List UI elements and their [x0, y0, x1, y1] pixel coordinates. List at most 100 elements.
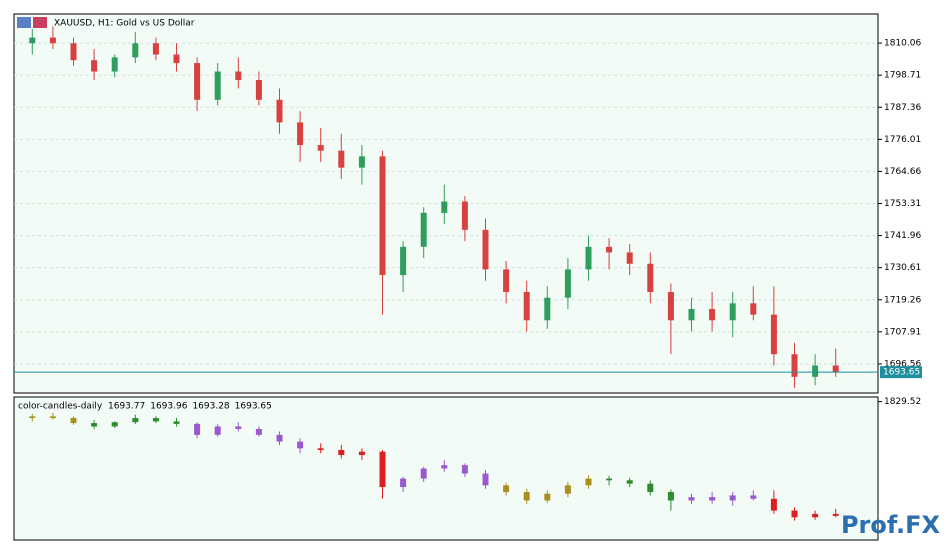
- y-tick-label: 1798.71: [884, 71, 921, 81]
- candle-body: [688, 497, 695, 501]
- candle-body: [791, 510, 798, 518]
- candle-body: [770, 498, 777, 511]
- candle-body: [297, 122, 304, 146]
- candle-body: [317, 145, 324, 151]
- candle-body: [235, 71, 242, 81]
- candle-body: [111, 57, 118, 72]
- candle-body: [49, 37, 56, 44]
- candle-body: [832, 513, 839, 516]
- candle-body: [132, 43, 139, 58]
- candle-body: [214, 71, 221, 100]
- candle-body: [420, 212, 427, 247]
- y-tick-label: 1776.01: [884, 135, 921, 145]
- symbol-icon: [33, 17, 47, 28]
- candle-body: [750, 303, 757, 315]
- candle-body: [709, 308, 716, 321]
- candle-body: [729, 495, 736, 501]
- candle-body: [729, 303, 736, 321]
- candle-body: [791, 354, 798, 377]
- candle-body: [832, 365, 839, 373]
- candle-body: [152, 43, 159, 55]
- candle-body: [132, 418, 139, 423]
- candle-body: [626, 480, 633, 484]
- candle-body: [400, 246, 407, 276]
- candle-body: [647, 483, 654, 493]
- chart-title: XAUUSD, H1: Gold vs US Dollar: [54, 19, 195, 29]
- candle-body: [70, 418, 77, 424]
- candle-body: [379, 156, 386, 276]
- indicator-value: 1693.28: [192, 402, 229, 412]
- candle-body: [255, 80, 262, 100]
- candle-body: [544, 297, 551, 321]
- candle-body: [358, 156, 365, 168]
- candle-body: [317, 448, 324, 450]
- candle-body: [503, 485, 510, 493]
- indicator-value: 1693.65: [235, 402, 272, 412]
- candle-body: [770, 314, 777, 355]
- current-price-box: [880, 366, 922, 379]
- candle-body: [544, 493, 551, 501]
- symbol-icon: [17, 17, 31, 28]
- candle-body: [523, 492, 530, 501]
- candle-body: [564, 485, 571, 494]
- y-tick-label: 1707.91: [884, 327, 921, 337]
- y-tick-label: 1810.06: [884, 39, 921, 49]
- candle-body: [91, 423, 98, 427]
- y-tick-label: 1753.31: [884, 199, 921, 209]
- candle-body: [482, 229, 489, 270]
- candle-body: [523, 292, 530, 321]
- candle-body: [441, 201, 448, 213]
- candle-body: [194, 423, 201, 435]
- candle-body: [647, 263, 654, 293]
- candle-body: [338, 150, 345, 168]
- candle-body: [482, 473, 489, 486]
- candle-body: [173, 421, 180, 424]
- y-tick-label: 1730.61: [884, 263, 921, 273]
- y-tick-label: 1741.96: [884, 231, 921, 241]
- y-tick-label: 1696.56: [884, 359, 921, 369]
- candle-body: [461, 465, 468, 474]
- candle-body: [503, 269, 510, 293]
- candle-body: [400, 478, 407, 488]
- candle-body: [276, 434, 283, 442]
- candle-body: [235, 426, 242, 429]
- candle-body: [812, 513, 819, 518]
- candle-body: [606, 478, 613, 481]
- candle-body: [585, 246, 592, 270]
- candle-body: [709, 497, 716, 501]
- y-tick-label: 1764.66: [884, 167, 921, 177]
- candle-body: [29, 416, 36, 419]
- candle-body: [297, 441, 304, 449]
- candle-body: [49, 416, 56, 419]
- candle-body: [91, 60, 98, 72]
- candle-body: [194, 63, 201, 100]
- candle-body: [626, 252, 633, 264]
- candle-body: [358, 451, 365, 456]
- candle-body: [667, 492, 674, 501]
- candle-body: [606, 246, 613, 253]
- y-tick-label: 1829.52: [884, 397, 921, 407]
- candle-body: [152, 418, 159, 422]
- candle-body: [338, 449, 345, 456]
- candle-body: [812, 365, 819, 377]
- candle-body: [420, 468, 427, 479]
- watermark: Prof.FX: [841, 511, 941, 539]
- candle-body: [173, 54, 180, 64]
- indicator-title: color-candles-daily: [18, 402, 103, 412]
- candle-body: [750, 495, 757, 499]
- candle-body: [379, 451, 386, 488]
- candle-body: [585, 478, 592, 486]
- candle-body: [70, 43, 77, 61]
- candle-body: [29, 37, 36, 44]
- candle-body: [276, 99, 283, 123]
- candle-body: [111, 422, 118, 427]
- candle-body: [214, 426, 221, 435]
- y-tick-label: 1787.36: [884, 103, 921, 113]
- current-price-label: 1693.65: [883, 368, 920, 378]
- candle-body: [564, 269, 571, 298]
- candle-body: [667, 292, 674, 321]
- candle-body: [461, 201, 468, 230]
- indicator-value: 1693.77: [108, 402, 145, 412]
- candle-body: [255, 428, 262, 435]
